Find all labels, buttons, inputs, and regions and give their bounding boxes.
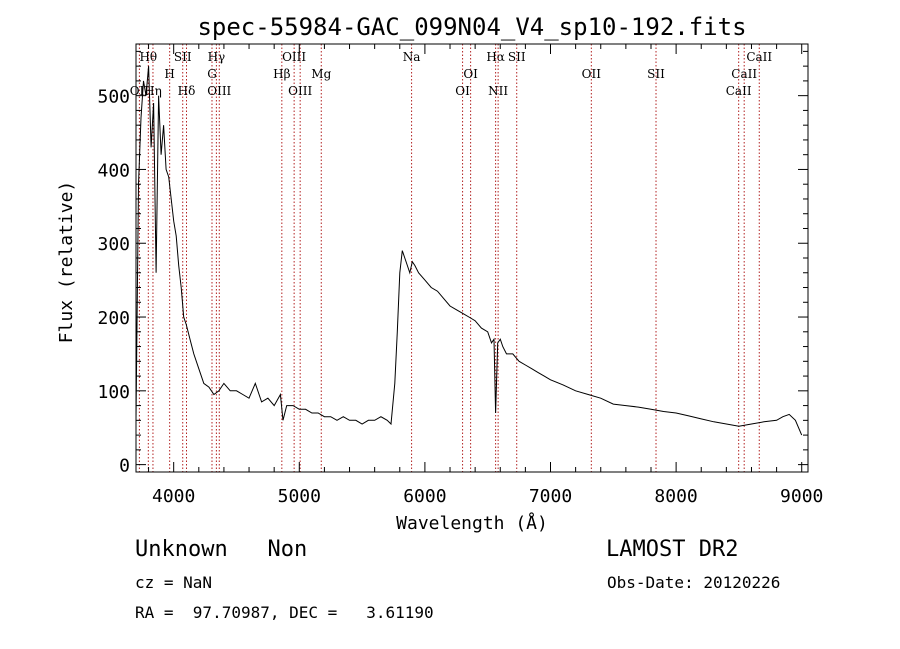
coordinates-text: RA = 97.70987, DEC = 3.61190 — [135, 603, 434, 622]
line-marker-label: Hδ — [178, 84, 196, 98]
x-tick-label: 7000 — [529, 486, 572, 507]
spectrum-line — [135, 66, 803, 436]
y-axis-label: Flux (relative) — [56, 181, 77, 344]
survey-text: LAMOST DR2 — [606, 537, 739, 562]
redshift-text: cz = NaN — [135, 573, 213, 592]
x-ticks: 4000 5000 6000 7000 8000 9000 — [148, 44, 823, 507]
line-marker-label: Hη — [144, 84, 162, 98]
line-marker-label: H — [164, 67, 174, 81]
x-tick-label: 4000 — [152, 486, 195, 507]
line-marker-label: OII — [582, 67, 602, 81]
line-marker-label: OIII — [207, 84, 231, 98]
line-marker-label: Na — [403, 50, 421, 64]
x-tick-label: 5000 — [278, 486, 321, 507]
y-tick-label: 400 — [97, 160, 130, 181]
line-marker-label: CaII — [726, 84, 752, 98]
x-tick-label: 9000 — [780, 486, 823, 507]
chart-title: spec-55984-GAC_099N04_V4_sp10-192.fits — [197, 13, 746, 41]
line-marker-label: Hθ — [139, 50, 157, 64]
y-tick-label: 100 — [97, 382, 130, 403]
line-marker-label: OI — [463, 67, 478, 81]
line-marker-label: CaII — [746, 50, 772, 64]
line-marker-label: Hβ — [273, 67, 290, 81]
plot-frame — [135, 43, 809, 473]
line-marker-label: NII — [488, 84, 508, 98]
line-marker-label: G — [207, 67, 217, 81]
line-marker-label: Hγ — [208, 50, 226, 64]
classification-text: Unknown Non — [135, 537, 308, 562]
y-ticks: 0 100 200 300 400 500 — [97, 50, 808, 477]
y-tick-label: 300 — [97, 234, 130, 255]
x-tick-label: 6000 — [403, 486, 446, 507]
line-marker-label: SII — [647, 67, 665, 81]
obs-date-text: Obs-Date: 20120226 — [607, 573, 781, 592]
line-marker-label: OIII — [288, 84, 312, 98]
line-markers: HθOIIHηSIIHHδHγGOIIIOIIIHβOIIIMgNaOIOIHα… — [130, 44, 772, 472]
line-marker-label: Hα — [486, 50, 505, 64]
line-marker-label: OI — [455, 84, 470, 98]
y-tick-label: 500 — [97, 87, 130, 108]
line-marker-label: Mg — [311, 67, 331, 81]
y-tick-label: 0 — [119, 456, 130, 477]
y-tick-label: 200 — [97, 308, 130, 329]
x-tick-label: 8000 — [654, 486, 697, 507]
line-marker-label: CaII — [731, 67, 757, 81]
line-marker-label: OIII — [282, 50, 306, 64]
x-axis-label: Wavelength (Å) — [396, 512, 548, 534]
line-marker-label: SII — [508, 50, 526, 64]
spectrum-chart: spec-55984-GAC_099N04_V4_sp10-192.fits H… — [56, 13, 823, 534]
line-marker-label: SII — [174, 50, 192, 64]
